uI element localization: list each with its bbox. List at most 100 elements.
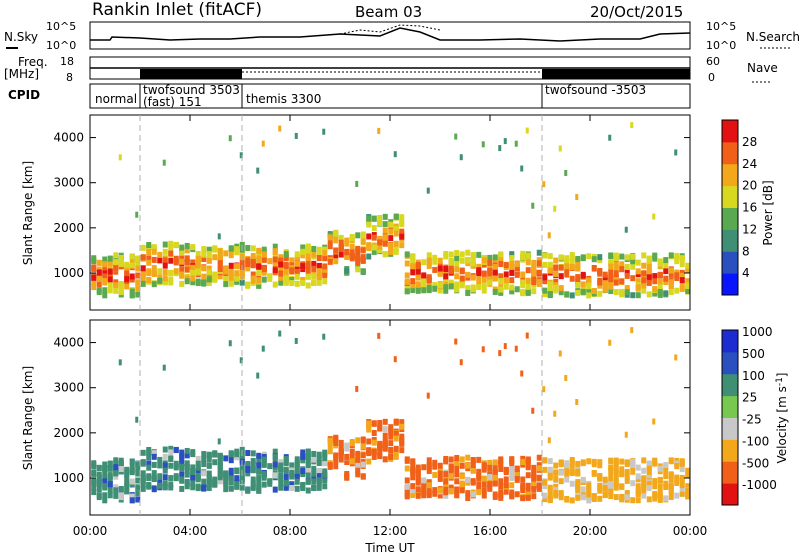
power-cell (305, 282, 311, 289)
power-cell (333, 234, 339, 241)
power-cell (173, 259, 179, 266)
velocity-cell (311, 450, 317, 457)
velocity-cell (382, 456, 388, 463)
power-cell (415, 274, 421, 281)
power-cell (597, 277, 603, 284)
velocity-cell (410, 469, 416, 476)
power-cell (184, 242, 190, 249)
power-cell (564, 271, 570, 278)
velocity-cell (679, 477, 685, 484)
power-cell (613, 270, 619, 277)
power-colorbar-label: Power [dB] (761, 180, 775, 245)
velocity-cell (635, 489, 641, 496)
power-colorbar-tick: 16 (742, 201, 757, 215)
velocity-cell (113, 492, 119, 499)
velocity-cell (608, 488, 614, 495)
velocity-cell (316, 479, 322, 486)
power-cell (569, 263, 575, 270)
power-cell (382, 227, 388, 234)
velocity-cell (630, 480, 636, 487)
freq-label-1: Freq. (18, 55, 48, 69)
velocity-cell (300, 481, 306, 488)
power-cell (107, 282, 113, 289)
power-cell (470, 274, 476, 281)
power-cell (151, 281, 157, 288)
velocity-cell (657, 483, 663, 490)
power-cell (129, 292, 135, 299)
velocity-colorbar-label: Velocity [m s-1] (775, 373, 789, 464)
velocity-cell (388, 426, 394, 433)
velocity-colorbar-tick: 100 (742, 369, 765, 383)
power-cell (234, 270, 240, 277)
velocity-cell (437, 487, 443, 494)
velocity-cell (349, 453, 355, 460)
velocity-cell (498, 350, 502, 357)
velocity-cell (179, 449, 185, 456)
velocity-cell (630, 468, 636, 475)
velocity-cell (492, 474, 498, 481)
velocity-cell (542, 483, 548, 490)
velocity-cell (228, 450, 234, 457)
power-cell (311, 273, 317, 280)
power-cell (283, 279, 289, 286)
power-cell (129, 288, 135, 295)
velocity-cell (569, 468, 575, 475)
power-cell (113, 259, 119, 266)
power-cell (542, 181, 546, 188)
velocity-cell (404, 477, 410, 484)
velocity-cell (162, 446, 168, 453)
power-cell (250, 245, 256, 252)
velocity-cell (223, 486, 229, 493)
power-cell (393, 230, 399, 237)
velocity-cell (602, 491, 608, 498)
power-cell (542, 261, 548, 268)
velocity-cell (635, 464, 641, 471)
power-cell (503, 271, 509, 278)
power-cell (305, 247, 311, 254)
power-cell (278, 261, 284, 268)
velocity-cell (399, 447, 405, 454)
velocity-cell (96, 486, 102, 493)
velocity-cell (492, 480, 498, 487)
velocity-cell (399, 419, 405, 426)
velocity-cell (316, 473, 322, 480)
power-cell (432, 258, 438, 265)
velocity-cell (113, 487, 119, 494)
power-cell (173, 268, 179, 275)
power-cell (124, 276, 130, 283)
power-cell (553, 257, 559, 264)
velocity-cell (366, 420, 372, 427)
power-cell (674, 287, 680, 294)
velocity-cell (102, 461, 108, 468)
velocity-cell (179, 454, 185, 461)
power-cell (102, 287, 108, 294)
velocity-cell (377, 440, 383, 447)
velocity-cell (322, 471, 328, 478)
velocity-cell (553, 462, 559, 469)
power-cell (553, 264, 559, 271)
velocity-colorbar-swatch (722, 461, 738, 484)
velocity-cell (201, 484, 207, 491)
power-cell (503, 262, 509, 269)
power-cell (107, 287, 113, 294)
power-cell (217, 233, 221, 240)
velocity-cell (140, 449, 146, 456)
velocity-cell (91, 463, 97, 470)
power-cell (338, 251, 344, 258)
power-cell (256, 263, 262, 270)
power-cell (311, 260, 317, 267)
velocity-cell (212, 476, 218, 483)
power-cell (509, 260, 515, 267)
power-cell (652, 252, 658, 259)
velocity-cell (619, 466, 625, 473)
power-cell (118, 154, 122, 161)
velocity-cell (542, 457, 548, 464)
power-cell (294, 254, 300, 261)
power-cell (245, 245, 251, 252)
velocity-cell (366, 438, 372, 445)
velocity-cell (140, 477, 146, 484)
velocity-cell (234, 483, 240, 490)
nsky-label: N.Sky (4, 30, 38, 44)
power-cell (234, 275, 240, 282)
power-cell (613, 266, 619, 273)
